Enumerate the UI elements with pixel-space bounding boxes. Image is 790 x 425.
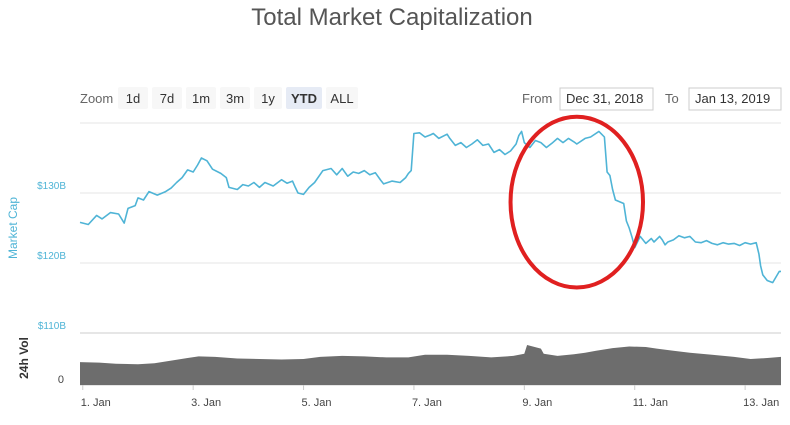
chart-title: Total Market Capitalization xyxy=(251,4,532,31)
y-tick-label: $120B xyxy=(37,251,66,262)
zoom-button-1m[interactable]: 1m xyxy=(186,87,216,109)
x-tick-label: 1. Jan xyxy=(81,397,111,409)
x-tick-label: 13. Jan xyxy=(743,397,779,409)
zoom-button-ytd[interactable]: YTD xyxy=(286,87,322,109)
y-tick-label: $110B xyxy=(38,321,67,332)
volume-axis-title: 24h Vol xyxy=(17,337,31,379)
from-label: From xyxy=(522,91,552,106)
x-tick-label: 11. Jan xyxy=(633,397,668,409)
zoom-button-label: 1y xyxy=(261,91,275,106)
zoom-button-7d[interactable]: 7d xyxy=(152,87,182,109)
volume-tick-label: 0 xyxy=(58,374,64,386)
x-tick-label: 9. Jan xyxy=(522,397,552,409)
y-axis-title: Market Cap xyxy=(6,197,20,259)
zoom-button-label: 1d xyxy=(126,91,140,106)
zoom-button-label: ALL xyxy=(330,91,353,106)
to-date-value: Jan 13, 2019 xyxy=(695,91,770,106)
zoom-button-label: 3m xyxy=(226,91,244,106)
x-tick-label: 5. Jan xyxy=(302,397,332,409)
volume-area xyxy=(80,345,781,385)
zoom-button-label: 7d xyxy=(160,91,174,106)
y-tick-label: $130B xyxy=(37,181,66,192)
to-date-input[interactable] xyxy=(688,87,782,111)
market-cap-line xyxy=(79,130,781,284)
from-date-input[interactable] xyxy=(559,87,654,111)
x-tick-label: 3. Jan xyxy=(191,397,221,409)
zoom-label: Zoom xyxy=(80,91,113,106)
zoom-button-1y[interactable]: 1y xyxy=(254,87,282,109)
to-label: To xyxy=(665,91,679,106)
zoom-button-label: YTD xyxy=(291,91,317,106)
zoom-button-3m[interactable]: 3m xyxy=(220,87,250,109)
date-range: From Dec 31, 2018 To Jan 13, 2019 xyxy=(522,87,782,111)
from-date-value: Dec 31, 2018 xyxy=(566,91,643,106)
zoom-button-1d[interactable]: 1d xyxy=(118,87,148,109)
zoom-controls: Zoom 1d 7d 1m 3m 1y YTD ALL xyxy=(80,87,358,109)
highlight-ellipse xyxy=(508,114,646,290)
zoom-button-all[interactable]: ALL xyxy=(326,87,358,109)
x-tick-label: 7. Jan xyxy=(412,397,442,409)
zoom-button-label: 1m xyxy=(192,91,210,106)
